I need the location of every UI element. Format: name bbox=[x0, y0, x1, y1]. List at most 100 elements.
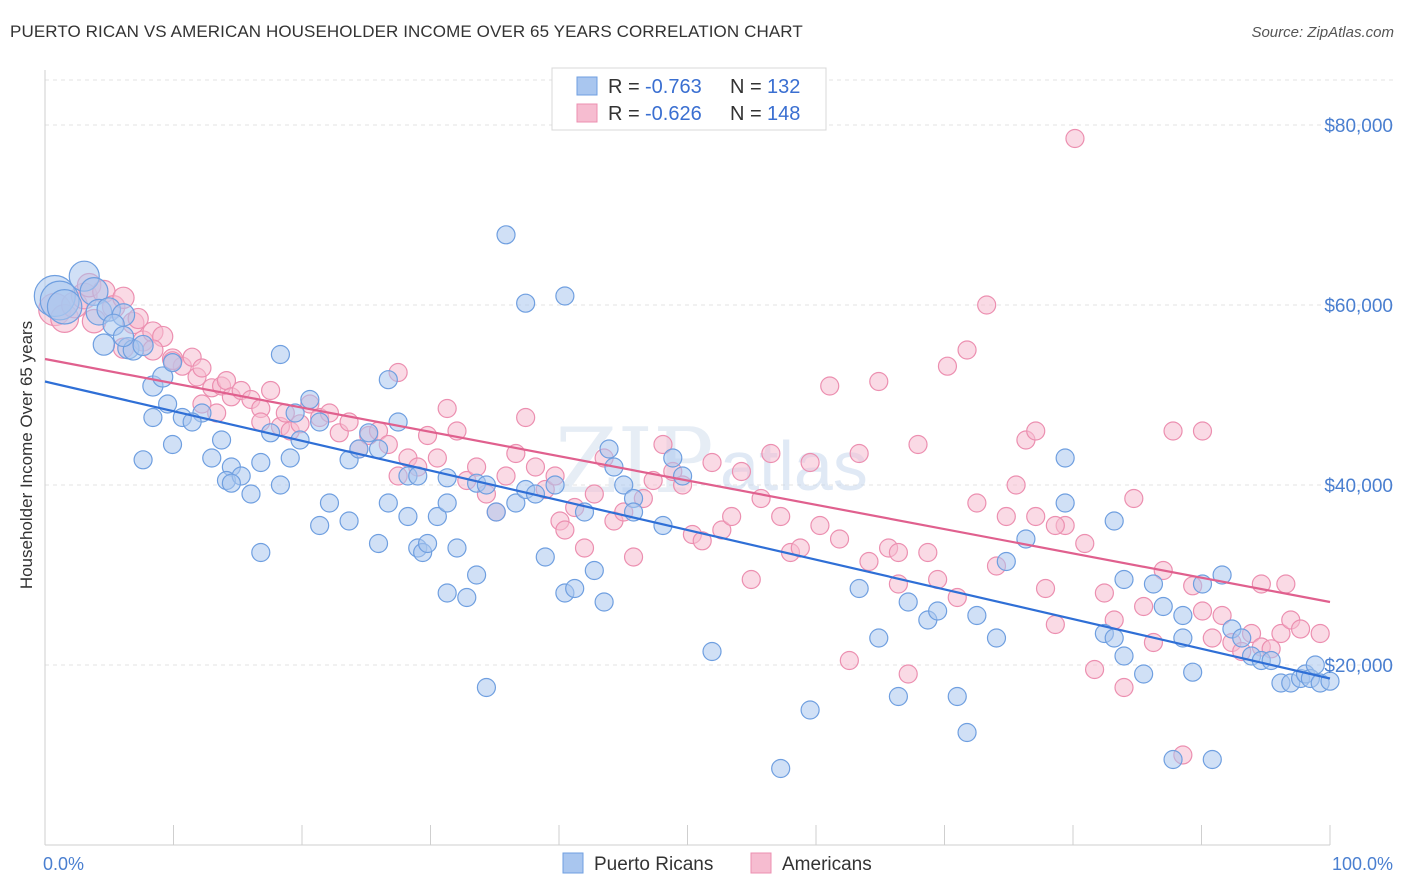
puerto-rican-point-2 bbox=[46, 288, 83, 325]
bottom-legend: Puerto Ricans Americans bbox=[562, 852, 872, 875]
american-point-65 bbox=[555, 520, 575, 540]
puerto-rican-point-34 bbox=[285, 403, 305, 423]
puerto-rican-point-96 bbox=[898, 592, 918, 612]
legend-r-value-2: -0.626 bbox=[645, 103, 702, 125]
puerto-rican-point-120 bbox=[1202, 749, 1222, 770]
bottom-legend-label-pink: Americans bbox=[782, 854, 872, 875]
american-point-61 bbox=[525, 457, 546, 477]
y-axis-label: Householder Income Over 65 years bbox=[17, 321, 36, 589]
american-point-115 bbox=[1045, 614, 1065, 635]
puerto-rican-point-29 bbox=[241, 484, 261, 504]
puerto-rican-point-69 bbox=[496, 225, 516, 245]
puerto-rican-point-43 bbox=[339, 511, 359, 531]
puerto-rican-point-134 bbox=[1305, 655, 1325, 675]
puerto-rican-point-66 bbox=[467, 565, 487, 585]
american-point-142 bbox=[1026, 421, 1046, 441]
puerto-rican-point-41 bbox=[310, 515, 330, 536]
puerto-rican-point-75 bbox=[545, 475, 565, 495]
puerto-rican-point-83 bbox=[614, 475, 634, 495]
puerto-rican-point-106 bbox=[1055, 493, 1075, 513]
puerto-rican-point-32 bbox=[270, 475, 291, 495]
american-point-93 bbox=[829, 529, 850, 549]
puerto-rican-point-67 bbox=[476, 677, 497, 698]
puerto-rican-point-15 bbox=[112, 325, 135, 348]
puerto-ricans-trend-line bbox=[44, 380, 1331, 680]
chart-title: PUERTO RICAN VS AMERICAN HOUSEHOLDER INC… bbox=[10, 22, 803, 41]
legend-r-label-2: R = bbox=[608, 103, 640, 125]
americans-trend-line bbox=[44, 357, 1331, 604]
puerto-rican-point-74 bbox=[535, 547, 555, 567]
puerto-rican-point-49 bbox=[378, 493, 398, 513]
puerto-rican-point-118 bbox=[1183, 662, 1203, 682]
y-tick-label-0: $20,000 bbox=[1324, 656, 1393, 677]
chart-source: Source: ZipAtlas.com bbox=[1251, 24, 1394, 41]
puerto-rican-point-47 bbox=[368, 439, 389, 459]
puerto-rican-point-42 bbox=[319, 493, 340, 513]
puerto-rican-point-59 bbox=[437, 468, 457, 488]
puerto-rican-point-121 bbox=[1212, 565, 1232, 585]
puerto-rican-point-50 bbox=[378, 370, 398, 390]
puerto-rican-point-56 bbox=[417, 533, 438, 554]
american-point-118 bbox=[1075, 533, 1095, 554]
legend-n-label-2: N = bbox=[730, 103, 762, 125]
american-point-119 bbox=[1084, 659, 1105, 680]
american-point-68 bbox=[584, 484, 604, 504]
legend-r-label-1: R = bbox=[608, 76, 640, 98]
puerto-rican-point-102 bbox=[986, 628, 1007, 648]
puerto-rican-point-63 bbox=[457, 587, 477, 608]
american-point-94 bbox=[839, 650, 859, 671]
puerto-rican-point-48 bbox=[368, 533, 389, 554]
american-point-72 bbox=[623, 547, 644, 567]
american-point-147 bbox=[888, 542, 908, 563]
axes bbox=[44, 70, 1331, 846]
puerto-rican-point-99 bbox=[947, 686, 967, 707]
puerto-rican-point-70 bbox=[506, 493, 526, 513]
american-point-137 bbox=[1271, 623, 1291, 644]
american-point-141 bbox=[1276, 574, 1296, 594]
x-tick-labels: 0.0% 100.0% bbox=[43, 854, 1393, 874]
american-point-51 bbox=[427, 448, 447, 468]
american-point-104 bbox=[937, 356, 958, 376]
american-point-121 bbox=[1114, 677, 1134, 698]
american-point-131 bbox=[1212, 605, 1232, 626]
puerto-rican-point-25 bbox=[133, 450, 153, 470]
american-point-143 bbox=[1192, 421, 1213, 441]
puerto-rican-point-82 bbox=[599, 439, 619, 459]
american-point-139 bbox=[1290, 619, 1311, 639]
puerto-rican-point-68 bbox=[486, 502, 506, 522]
puerto-rican-point-113 bbox=[1143, 574, 1164, 594]
american-point-114 bbox=[1035, 578, 1056, 599]
puerto-rican-point-114 bbox=[1153, 596, 1173, 617]
legend-swatch-blue bbox=[576, 76, 598, 96]
american-point-96 bbox=[859, 551, 879, 572]
american-point-67 bbox=[574, 538, 595, 558]
american-point-21 bbox=[192, 358, 212, 378]
legend-n-label-1: N = bbox=[730, 76, 762, 98]
puerto-rican-point-109 bbox=[1104, 628, 1124, 648]
american-point-83 bbox=[731, 461, 752, 482]
puerto-rican-point-98 bbox=[928, 601, 948, 621]
american-point-106 bbox=[957, 340, 977, 360]
y-tick-labels: $20,000 $40,000 $60,000 $80,000 bbox=[1324, 116, 1393, 677]
american-point-97 bbox=[869, 371, 889, 392]
puerto-rican-point-19 bbox=[143, 407, 163, 428]
puerto-rican-point-33 bbox=[221, 473, 241, 493]
puerto-rican-point-76 bbox=[555, 286, 575, 306]
puerto-rican-point-100 bbox=[957, 722, 977, 743]
puerto-rican-point-94 bbox=[869, 628, 889, 648]
american-point-95 bbox=[849, 443, 869, 464]
american-point-92 bbox=[820, 376, 840, 396]
puerto-rican-point-30 bbox=[251, 452, 271, 473]
y-tick-label-2: $60,000 bbox=[1324, 296, 1393, 317]
puerto-rican-point-107 bbox=[1104, 511, 1124, 531]
american-point-110 bbox=[996, 506, 1016, 527]
puerto-rican-point-37 bbox=[300, 389, 320, 410]
american-point-52 bbox=[437, 398, 457, 419]
american-point-122 bbox=[1124, 488, 1144, 509]
puerto-rican-point-58 bbox=[437, 493, 457, 513]
puerto-rican-point-93 bbox=[849, 578, 869, 599]
american-point-58 bbox=[496, 466, 516, 486]
american-point-117 bbox=[1065, 128, 1085, 149]
american-point-84 bbox=[741, 569, 761, 590]
